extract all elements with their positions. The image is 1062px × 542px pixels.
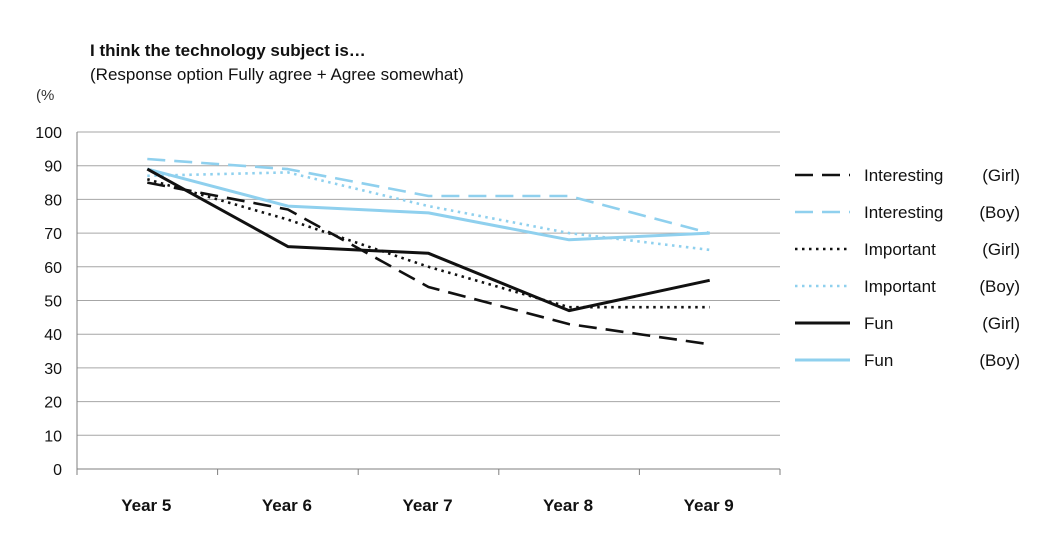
x-tick-label: Year 5 [121,496,171,515]
legend-label: Important [864,240,936,259]
chart-title: I think the technology subject is… [90,41,366,60]
legend-group: (Girl) [982,314,1020,333]
legend-group: (Boy) [979,203,1020,222]
series-lines [146,157,711,346]
y-tick-label: 10 [44,428,62,445]
legend-group: (Girl) [982,166,1020,185]
legend-group: (Boy) [979,351,1020,370]
x-tick-label: Year 7 [402,496,452,515]
legend-group: (Boy) [979,277,1020,296]
y-tick-label: 20 [44,395,62,412]
y-tick-label: 90 [44,159,62,176]
legend: Interesting (Girl) Interesting (Boy) Importa… [795,166,1020,370]
x-tick-label: Year 6 [262,496,312,515]
legend-group: (Girl) [982,240,1020,259]
series-line-interesting-girl [147,181,710,346]
x-ticks: Year 5 Year 6 Year 7 Year 8 Year 9 [121,496,734,515]
legend-label: Interesting [864,203,943,222]
y-tick-label: 50 [44,294,62,311]
legend-label: Fun [864,351,893,370]
y-tick-label: 60 [44,260,62,277]
series-line-important-girl [146,177,710,309]
y-axis-unit-label: (% [36,87,54,104]
y-tick-label: 0 [53,462,62,479]
chart-subtitle: (Response option Fully agree + Agree som… [90,65,464,84]
legend-label: Fun [864,314,893,333]
x-tick-label: Year 8 [543,496,593,515]
x-tick-label: Year 9 [684,496,734,515]
y-tick-label: 70 [44,226,62,243]
legend-label: Important [864,277,936,296]
series-line-fun-girl [146,167,711,313]
y-tick-label: 30 [44,361,62,378]
series-line-fun-boy [146,167,710,242]
y-tick-label: 100 [35,125,62,142]
y-tick-label: 40 [44,327,62,344]
legend-label: Interesting [864,166,943,185]
axes [76,132,781,475]
y-ticks: 0 10 20 30 40 50 60 70 80 90 100 [35,125,62,479]
y-tick-label: 80 [44,192,62,209]
series-line-interesting-boy [147,157,711,235]
